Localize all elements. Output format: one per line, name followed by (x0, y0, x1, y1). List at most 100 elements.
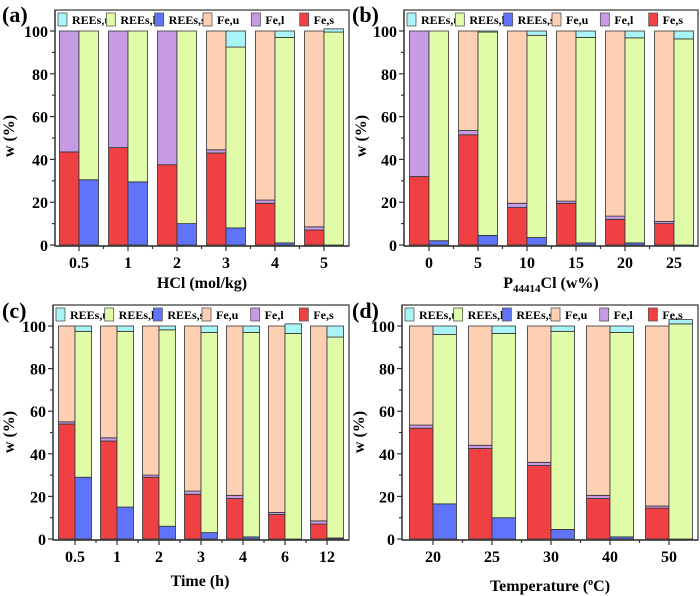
legend-swatch-fe-s (298, 307, 309, 322)
bar-rees-l (78, 30, 99, 181)
bar-rees-s (74, 476, 92, 540)
legend-swatch-fe-u (202, 12, 213, 27)
bar-fe-l (409, 424, 434, 429)
panel-label: (d) (352, 298, 379, 323)
bar-rees-l (550, 330, 575, 530)
legend-swatch-rees-l (453, 307, 464, 322)
bar-fe-l (108, 30, 129, 149)
x-tick-label: 2 (155, 549, 163, 566)
x-tick-label: 20 (617, 255, 633, 272)
y-tick-label: 20 (381, 195, 397, 212)
y-tick-label: 80 (30, 362, 46, 379)
x-axis: 0.5 1 2 3 4 6 12 (53, 539, 349, 566)
legend-label: Fe,u (217, 13, 240, 27)
bar-fe-s (645, 507, 670, 540)
panel-a: (a) REEs,u REEs,l REEs,s Fe,u Fe,l Fe,s 02040… (1, 2, 350, 292)
legend-label: Fe,l (614, 308, 634, 322)
legend: REEs,u REEs,l REEs,s Fe,u Fe,l Fe,s (406, 12, 683, 27)
bar-rees-u (326, 325, 344, 338)
bar-fe-l (527, 461, 552, 466)
y-tick-label: 0 (38, 532, 46, 549)
x-tick-label: 4 (239, 549, 247, 566)
bar-group-20 (409, 325, 457, 540)
bar-rees-u (575, 30, 596, 38)
y-tick-label: 0 (40, 238, 48, 255)
legend-label: Fe,u (565, 308, 588, 322)
bar-rees-l (158, 329, 176, 527)
bar-fe-u (100, 325, 118, 439)
y-tick-label: 0 (389, 238, 397, 255)
bar-group-40 (586, 325, 634, 540)
x-axis-title: P44414Cl (w%) (503, 275, 599, 295)
bar-rees-u (491, 325, 516, 334)
x-axis-title-main: P (503, 275, 513, 292)
bar-fe-u (58, 325, 76, 423)
bar-rees-l (274, 37, 295, 244)
bar-fe-s (206, 152, 227, 246)
bar-fe-l (206, 149, 227, 154)
bar-fe-u (184, 325, 202, 492)
x-tick-label: 25 (484, 549, 500, 566)
bar-fe-u (458, 30, 479, 131)
bars (409, 319, 693, 541)
x-tick-label: 10 (519, 255, 535, 272)
bar-rees-l (176, 30, 197, 225)
y-tick-label: 20 (30, 489, 46, 506)
bar-fe-s (507, 207, 528, 246)
x-axis-title-superscript: o (588, 577, 593, 588)
x-axis-title-rest: Cl (w%) (541, 275, 599, 292)
panel-c: (c) REEs,u REEs,l REEs,s Fe,u Fe,l Fe,s 02040… (1, 298, 350, 590)
bar-rees-s (491, 517, 516, 540)
legend-swatch-fe-s (647, 307, 658, 322)
y-axis-title: w (%) (1, 411, 18, 453)
bar-rees-u (609, 325, 634, 333)
x-tick-label: 20 (425, 549, 441, 566)
legend-label: REEs,u (70, 308, 109, 322)
bar-group-0.5 (58, 325, 92, 540)
x-axis-title-post: C) (593, 578, 610, 595)
x-tick-label: 5 (320, 255, 328, 272)
y-tick-label: 80 (379, 362, 395, 379)
legend-label: REEs,l (468, 308, 504, 322)
bar-group-20 (605, 30, 645, 246)
legend-label: REEs,l (120, 13, 156, 27)
x-axis: 0 5 10 15 20 25 (404, 245, 698, 272)
bar-rees-u (550, 325, 575, 332)
bar-fe-l (304, 226, 325, 231)
bar-fe-u (304, 30, 325, 228)
legend-swatch-fe-u (550, 307, 561, 322)
bar-fe-s (654, 223, 675, 246)
bar-group-6 (268, 323, 302, 541)
bar-fe-s (268, 514, 286, 540)
bar-fe-s (304, 229, 325, 246)
bar-fe-s (310, 523, 328, 540)
bar-fe-l (157, 30, 178, 166)
bar-fe-s (527, 465, 552, 540)
legend-swatch-rees-s (154, 12, 165, 27)
y-axis: 0 20 40 60 80 100 (371, 304, 699, 549)
bar-fe-u (586, 325, 611, 496)
x-tick-label: 40 (602, 549, 618, 566)
x-tick-label: 1 (124, 255, 132, 272)
panel-label: (a) (2, 2, 28, 27)
x-tick-label: 30 (543, 549, 559, 566)
bar-rees-s (78, 179, 99, 246)
bar-fe-l (458, 130, 479, 136)
x-tick-label: 4 (271, 255, 279, 272)
bar-rees-s (477, 234, 498, 246)
y-tick-label: 20 (379, 489, 395, 506)
bar-fe-u (142, 325, 160, 476)
bar-fe-l (586, 494, 611, 499)
x-tick-label: 12 (319, 549, 335, 566)
bars (409, 30, 694, 246)
legend-label: REEs,u (421, 13, 460, 27)
y-tick-label: 100 (24, 24, 48, 41)
bar-rees-l (526, 34, 547, 238)
panel-label: (c) (2, 298, 26, 323)
bar-fe-l (468, 444, 493, 449)
bar-rees-u (624, 30, 645, 39)
x-axis-title: Time (h) (171, 573, 230, 590)
bar-rees-l (284, 333, 302, 540)
legend-swatch-rees-s (501, 307, 512, 322)
